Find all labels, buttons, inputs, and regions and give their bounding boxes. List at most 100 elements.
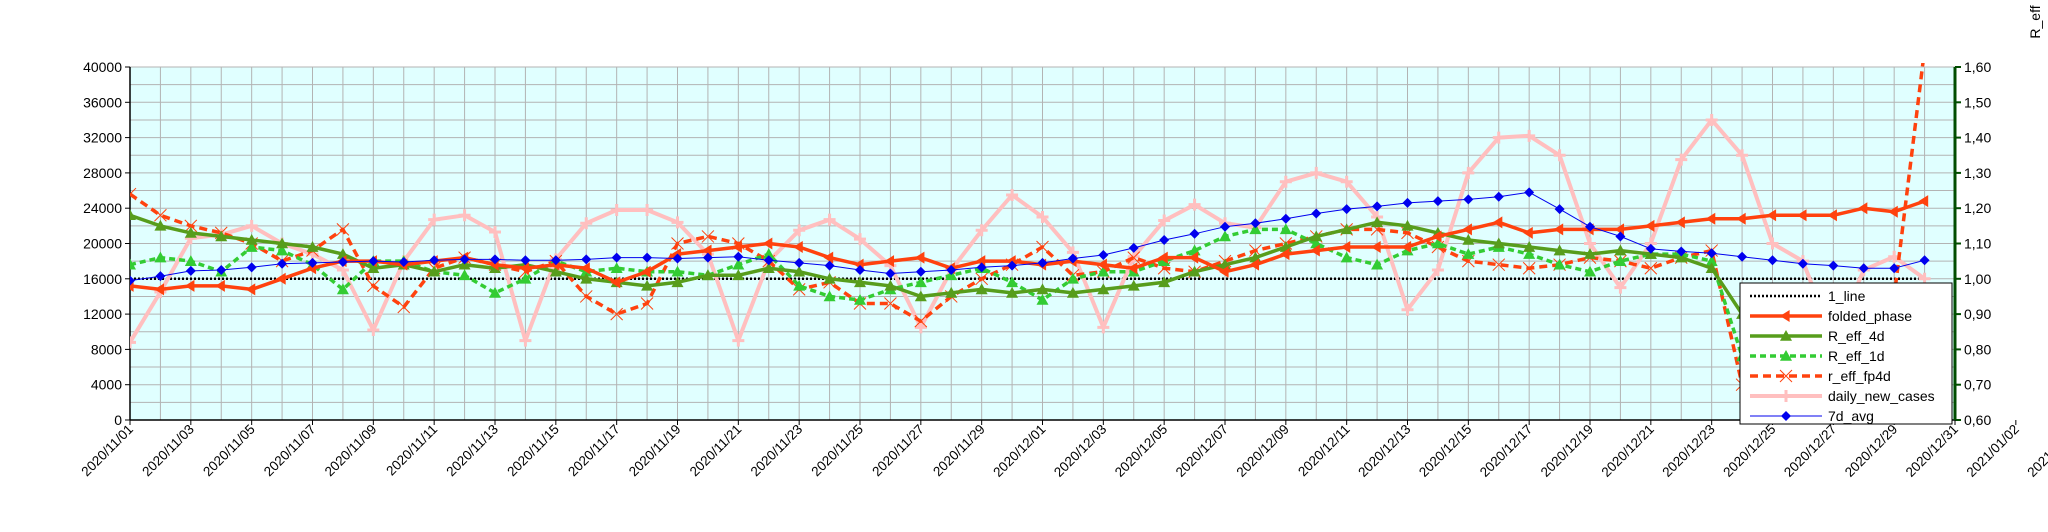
data-point	[368, 256, 379, 267]
data-point	[1462, 248, 1475, 259]
legend-label: 7d_avg	[1828, 408, 1874, 424]
data-point	[1097, 283, 1110, 295]
data-point	[1553, 223, 1564, 236]
data-point	[640, 297, 654, 310]
y2-tick-label: 1,40	[1964, 130, 1991, 146]
data-point	[794, 257, 805, 268]
data-point	[732, 258, 745, 270]
data-point	[1766, 237, 1779, 250]
data-point	[1340, 223, 1353, 235]
data-point	[1857, 202, 1868, 215]
data-point	[184, 226, 197, 238]
data-point	[1127, 262, 1138, 275]
data-point	[762, 248, 775, 259]
data-point	[1614, 255, 1627, 266]
data-point	[793, 241, 803, 254]
data-point	[1401, 241, 1412, 254]
data-point	[519, 334, 532, 347]
data-point	[854, 233, 866, 246]
data-point	[1097, 258, 1107, 271]
data-point	[154, 251, 167, 263]
data-point	[702, 252, 713, 263]
data-point	[762, 262, 775, 274]
data-point	[641, 279, 654, 291]
data-point	[1279, 223, 1292, 235]
legend-label: R_eff_1d	[1828, 348, 1885, 364]
data-point	[245, 241, 258, 252]
data-point	[580, 217, 593, 230]
data-point	[641, 203, 654, 216]
legend-marker	[1779, 369, 1793, 383]
data-point	[915, 266, 926, 277]
data-point	[184, 279, 195, 292]
data-point	[641, 265, 651, 278]
data-point	[732, 241, 742, 254]
data-point	[1006, 276, 1019, 288]
legend-marker	[1780, 390, 1792, 402]
data-point	[671, 237, 684, 250]
data-point	[1705, 212, 1716, 225]
data-point	[276, 237, 289, 249]
y2-tick-label: 0,90	[1964, 306, 1991, 322]
y1-tick-label: 32000	[83, 130, 122, 146]
data-point	[1675, 153, 1688, 166]
data-point	[154, 283, 165, 296]
data-point	[793, 224, 806, 237]
data-point	[1553, 244, 1566, 256]
data-point	[914, 321, 927, 334]
data-point	[1584, 265, 1596, 277]
data-point	[793, 265, 806, 277]
data-point	[1919, 255, 1930, 266]
data-point	[1188, 265, 1201, 277]
legend-label: R_eff_4d	[1828, 328, 1885, 344]
data-point	[1431, 237, 1444, 249]
data-point	[1736, 149, 1749, 162]
data-point	[1127, 279, 1140, 291]
data-point	[1006, 188, 1019, 201]
data-point	[1340, 251, 1353, 263]
data-point	[397, 300, 411, 314]
data-point	[1188, 251, 1199, 264]
data-point	[1462, 166, 1475, 179]
data-point	[1796, 209, 1807, 222]
data-point	[429, 255, 440, 266]
data-point	[732, 269, 745, 281]
data-point	[490, 254, 500, 265]
legend-item: folded_phase	[1750, 308, 1912, 324]
data-point	[1402, 197, 1413, 208]
data-point	[1706, 248, 1717, 259]
data-point	[276, 272, 286, 285]
data-point	[823, 213, 836, 226]
y1-tick-label: 24000	[83, 200, 122, 216]
y2-tick-label: 0,60	[1964, 412, 1991, 428]
data-point	[1158, 276, 1171, 288]
data-point	[824, 260, 835, 271]
data-point	[1249, 223, 1262, 235]
data-point	[914, 314, 928, 328]
data-point	[1888, 205, 1898, 218]
data-point	[732, 334, 745, 347]
data-point	[1644, 261, 1658, 275]
data-point	[1705, 262, 1718, 274]
data-point	[671, 276, 684, 288]
data-point	[1553, 149, 1566, 162]
legend-label: r_eff_fp4d	[1828, 368, 1891, 384]
data-point	[884, 255, 895, 268]
data-point	[245, 283, 256, 296]
data-point	[1675, 216, 1685, 229]
data-point	[1461, 254, 1475, 268]
data-point	[701, 230, 715, 243]
legend-label: folded_phase	[1828, 308, 1912, 324]
y2-tick-label: 1,10	[1964, 236, 1991, 252]
data-point	[1249, 258, 1260, 271]
data-point	[154, 208, 167, 222]
data-point	[763, 255, 774, 266]
data-point	[130, 258, 136, 270]
data-point	[1036, 283, 1049, 295]
data-point	[885, 268, 896, 279]
y2-tick-label: 1,20	[1964, 200, 1991, 216]
data-point	[1523, 226, 1533, 239]
data-point	[1311, 208, 1322, 219]
